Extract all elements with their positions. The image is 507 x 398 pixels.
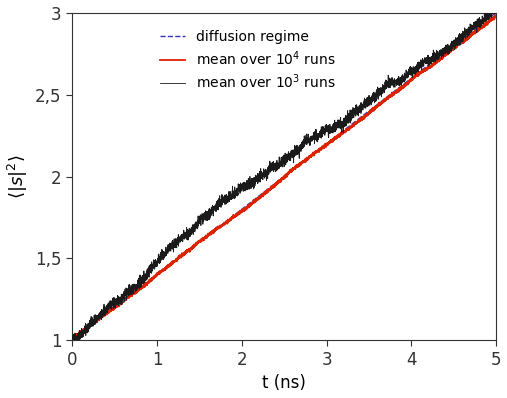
diffusion regime bbox=[385, 94, 391, 98]
mean over $10^4$ runs bbox=[323, 143, 330, 148]
diffusion regime bbox=[231, 213, 237, 218]
mean over $10^3$ runs bbox=[493, 2, 499, 7]
Y-axis label: $\langle|s|^2\rangle$: $\langle|s|^2\rangle$ bbox=[6, 154, 29, 199]
diffusion regime bbox=[146, 279, 152, 283]
mean over $10^4$ runs bbox=[231, 214, 237, 219]
mean over $10^3$ runs bbox=[493, 3, 499, 8]
mean over $10^4$ runs bbox=[493, 14, 499, 19]
X-axis label: t (ns): t (ns) bbox=[262, 375, 306, 392]
mean over $10^3$ runs bbox=[418, 61, 424, 66]
diffusion regime bbox=[493, 10, 499, 15]
Line: mean over $10^4$ runs: mean over $10^4$ runs bbox=[72, 15, 496, 340]
mean over $10^3$ runs bbox=[146, 269, 152, 274]
diffusion regime bbox=[323, 141, 330, 146]
mean over $10^3$ runs bbox=[323, 122, 330, 127]
diffusion regime bbox=[345, 125, 351, 130]
mean over $10^4$ runs bbox=[493, 13, 499, 18]
diffusion regime bbox=[69, 338, 75, 343]
Legend: diffusion regime, mean over $10^4$ runs, mean over $10^3$ runs: diffusion regime, mean over $10^4$ runs,… bbox=[156, 26, 340, 95]
mean over $10^4$ runs bbox=[345, 127, 351, 131]
mean over $10^4$ runs bbox=[69, 338, 75, 343]
mean over $10^3$ runs bbox=[231, 187, 237, 192]
mean over $10^4$ runs bbox=[146, 279, 152, 284]
mean over $10^3$ runs bbox=[69, 338, 75, 343]
mean over $10^3$ runs bbox=[345, 121, 351, 126]
Line: diffusion regime: diffusion regime bbox=[72, 13, 496, 340]
Line: mean over $10^3$ runs: mean over $10^3$ runs bbox=[72, 5, 496, 345]
mean over $10^4$ runs bbox=[418, 70, 424, 75]
mean over $10^3$ runs bbox=[70, 342, 77, 347]
mean over $10^3$ runs bbox=[386, 81, 392, 86]
diffusion regime bbox=[418, 68, 424, 73]
mean over $10^4$ runs bbox=[385, 94, 391, 99]
